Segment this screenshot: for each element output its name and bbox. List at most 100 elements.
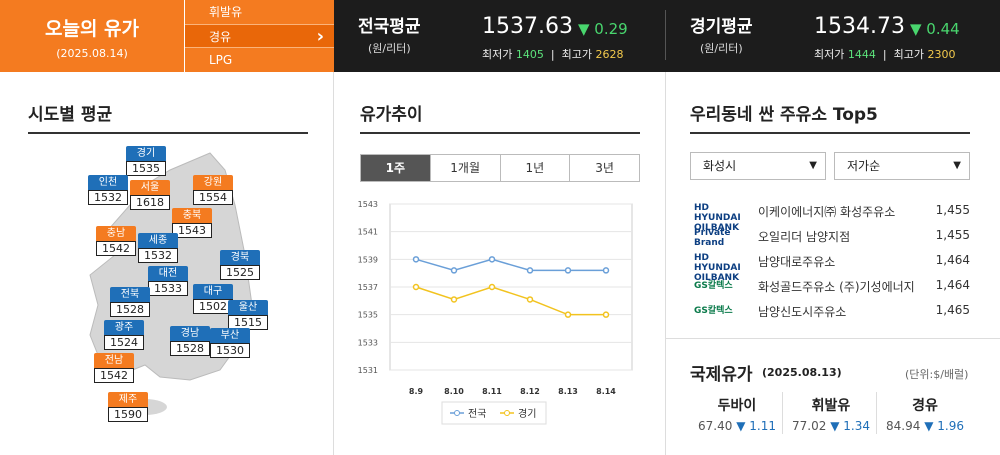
fuel-tab-gasoline[interactable]: 휘발유 bbox=[209, 5, 243, 19]
tab-1month[interactable]: 1개월 bbox=[429, 155, 500, 181]
brand-logo: GS칼텍스 bbox=[694, 306, 733, 316]
region-name: 울산 bbox=[238, 302, 258, 313]
intl-unit: (단위:$/배럴) bbox=[905, 368, 969, 381]
region-title: 시도별 평균 bbox=[28, 105, 113, 125]
today-price-header: 오늘의 유가 (2025.08.14) bbox=[0, 0, 184, 72]
region-price: 1535 bbox=[126, 161, 166, 176]
y-tick-label: 1535 bbox=[358, 311, 378, 320]
tab-1week[interactable]: 1주 bbox=[361, 155, 430, 181]
intl-dubai: 두바이 67.40 ▼ 1.11 bbox=[692, 395, 782, 433]
brand-logo: Private Brand bbox=[694, 228, 731, 248]
national-change: ▼ 0.29 bbox=[578, 20, 628, 38]
region-price: 1528 bbox=[170, 341, 210, 356]
period-tabs: 1주 1개월 1년 3년 bbox=[360, 154, 640, 182]
region-price: 1590 bbox=[108, 407, 148, 422]
region-marker[interactable]: 부산 1530 bbox=[210, 328, 250, 358]
station-name: 화성골드주유소 (주)기성에너지 bbox=[758, 280, 915, 294]
min-label: 최저가 bbox=[814, 48, 845, 61]
station-row[interactable]: GS칼텍스 남양신도시주유소 1,465 bbox=[690, 301, 970, 321]
data-point bbox=[526, 296, 534, 303]
region-name: 전북 bbox=[120, 289, 140, 300]
intl-change: ▼ 1.11 bbox=[736, 419, 776, 433]
fuel-tab-diesel[interactable]: 경유 › bbox=[185, 24, 334, 48]
intl-name: 두바이 bbox=[717, 398, 757, 414]
station-price: 1,455 bbox=[935, 203, 970, 217]
region-marker[interactable]: 인천 1532 bbox=[88, 175, 128, 205]
region-name: 경북 bbox=[230, 252, 250, 263]
x-tick-label: 8.9 bbox=[409, 387, 424, 396]
data-point bbox=[488, 283, 496, 291]
city-select[interactable]: 화성시 ▼ bbox=[690, 152, 826, 180]
station-price: 1,455 bbox=[935, 228, 970, 242]
region-price: 1532 bbox=[138, 248, 178, 263]
title-rule bbox=[690, 132, 970, 134]
intl-price: 67.40 bbox=[698, 419, 733, 433]
station-price: 1,465 bbox=[935, 303, 970, 317]
brand-logo: HD HYUNDAI OILBANK bbox=[694, 203, 741, 233]
station-row[interactable]: HD HYUNDAI OILBANK 남양대로주유소 1,464 bbox=[690, 251, 970, 283]
station-row[interactable]: HD HYUNDAI OILBANK 이케이에너지㈜ 화성주유소 1,455 bbox=[690, 201, 970, 233]
station-row[interactable]: Private Brand 오일리더 남양지점 1,455 bbox=[690, 226, 970, 248]
min-label: 최저가 bbox=[482, 48, 513, 61]
region-name: 인천 bbox=[98, 177, 118, 188]
station-name: 남양신도시주유소 bbox=[758, 305, 847, 319]
sort-select[interactable]: 저가순 ▼ bbox=[834, 152, 970, 180]
region-marker[interactable]: 경남 1528 bbox=[170, 326, 210, 356]
intl-title: 국제유가 bbox=[690, 365, 753, 385]
region-marker[interactable]: 충남 1542 bbox=[96, 226, 136, 256]
region-price: 1618 bbox=[130, 195, 170, 210]
today-date: (2025.08.14) bbox=[56, 47, 128, 60]
region-name: 경남 bbox=[180, 328, 200, 339]
region-name: 대구 bbox=[203, 286, 223, 297]
region-name: 충남 bbox=[106, 228, 126, 239]
region-marker[interactable]: 경북 1525 bbox=[220, 250, 260, 280]
gyeonggi-min: 1444 bbox=[847, 48, 876, 61]
region-name: 강원 bbox=[203, 177, 223, 188]
region-name: 충북 bbox=[182, 210, 202, 221]
region-marker[interactable]: 전남 1542 bbox=[94, 353, 134, 383]
station-name: 이케이에너지㈜ 화성주유소 bbox=[758, 205, 896, 219]
station-row[interactable]: GS칼텍스 화성골드주유소 (주)기성에너지 1,464 bbox=[690, 276, 970, 296]
gyeonggi-average: 경기평균 (원/리터) 1534.73 ▼ 0.44 최저가 1444 | 최고… bbox=[666, 0, 1000, 72]
title-rule bbox=[28, 132, 308, 134]
region-marker[interactable]: 전북 1528 bbox=[110, 287, 150, 317]
gyeonggi-max: 2300 bbox=[927, 48, 956, 61]
region-name: 광주 bbox=[114, 322, 134, 333]
fuel-tab-lpg[interactable]: LPG bbox=[209, 53, 233, 67]
caret-down-icon: ▼ bbox=[809, 160, 817, 171]
region-price: 1528 bbox=[110, 302, 150, 317]
y-tick-label: 1539 bbox=[358, 255, 378, 264]
divider bbox=[666, 338, 1000, 339]
max-label: 최고가 bbox=[561, 48, 592, 61]
gyeonggi-min-max: 최저가 1444 | 최고가 2300 bbox=[814, 48, 956, 61]
x-tick-label: 8.13 bbox=[558, 387, 578, 396]
tab-3year[interactable]: 3년 bbox=[569, 155, 639, 181]
region-marker[interactable]: 제주 1590 bbox=[108, 392, 148, 422]
region-marker[interactable]: 대전 1533 bbox=[148, 266, 188, 296]
legend-label: 전국 bbox=[468, 408, 486, 420]
region-price: 1542 bbox=[96, 241, 136, 256]
region-marker[interactable]: 경기 1535 bbox=[126, 146, 166, 176]
region-marker[interactable]: 광주 1524 bbox=[104, 320, 144, 350]
data-point bbox=[564, 267, 572, 274]
data-point bbox=[602, 311, 610, 318]
column-divider bbox=[665, 72, 666, 455]
region-marker[interactable]: 세종 1532 bbox=[138, 233, 178, 263]
region-marker[interactable]: 충북 1543 bbox=[172, 208, 212, 238]
intl-change: ▼ 1.96 bbox=[924, 419, 964, 433]
brand-logo: GS칼텍스 bbox=[694, 281, 733, 291]
region-marker[interactable]: 강원 1554 bbox=[193, 175, 233, 205]
legend-marker bbox=[504, 410, 510, 416]
national-average: 전국평균 (원/리터) 1537.63 ▼ 0.29 최저가 1405 | 최고… bbox=[334, 0, 664, 72]
y-tick-label: 1531 bbox=[358, 366, 378, 375]
y-tick-label: 1537 bbox=[358, 283, 378, 292]
region-marker[interactable]: 서울 1618 bbox=[130, 180, 170, 210]
gyeonggi-change: ▼ 0.44 bbox=[910, 20, 960, 38]
intl-name: 휘발유 bbox=[811, 398, 851, 414]
top5-title: 우리동네 싼 주유소 Top5 bbox=[690, 105, 878, 125]
tab-1year[interactable]: 1년 bbox=[499, 155, 570, 181]
region-marker[interactable]: 대구 1502 bbox=[193, 284, 233, 314]
divider bbox=[876, 392, 877, 434]
region-marker[interactable]: 울산 1515 bbox=[228, 300, 268, 330]
national-price: 1537.63 bbox=[482, 14, 573, 39]
